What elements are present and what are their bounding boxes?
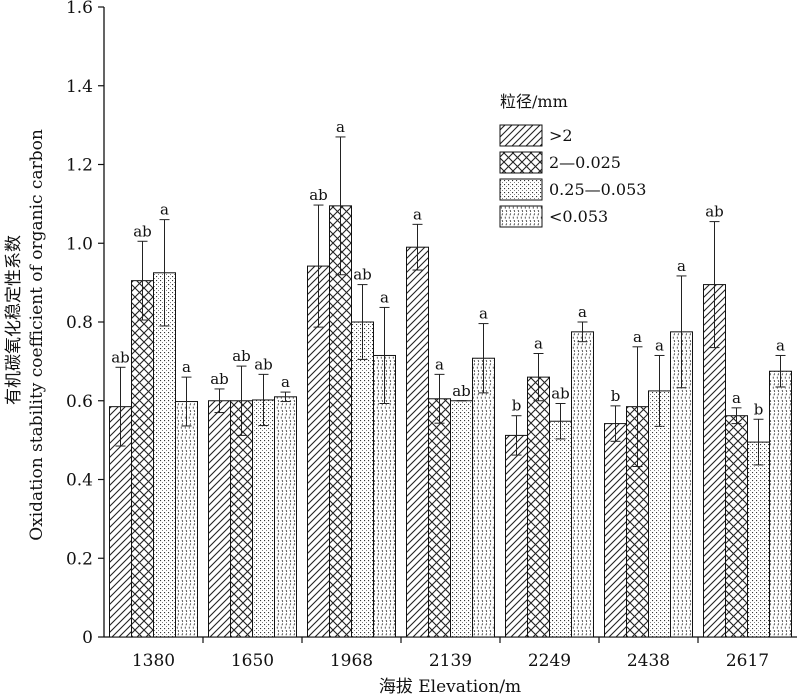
significance-letter: a <box>578 303 587 321</box>
significance-letter: b <box>512 397 522 415</box>
legend-label: 0.25—0.053 <box>549 180 646 199</box>
x-tick-label: 1380 <box>132 651 175 671</box>
y-axis-ticks: 0 0.2 0.4 0.6 0.8 1.0 1.2 1.4 1.6 <box>66 0 104 648</box>
bar <box>747 441 770 638</box>
bar <box>252 399 275 638</box>
bar <box>351 321 374 638</box>
y-axis-title-cn: 有机碳氧化稳定性系数 <box>4 235 24 405</box>
x-tick-label: 1650 <box>231 651 274 671</box>
bar <box>274 396 297 638</box>
x-tick-label: 1968 <box>330 651 373 671</box>
bar <box>131 280 154 638</box>
y-tick-label: 1.4 <box>66 77 93 97</box>
y-tick-label: 0.8 <box>66 313 93 333</box>
significance-letter: a <box>633 328 642 346</box>
legend-label: 2—0.025 <box>549 153 621 172</box>
legend-swatch <box>499 178 543 201</box>
significance-letter: a <box>413 205 422 223</box>
significance-letter: a <box>677 257 686 275</box>
significance-letter: a <box>336 118 345 136</box>
bar <box>604 423 627 638</box>
y-tick-label: 0.6 <box>66 392 93 412</box>
x-tick-label: 2438 <box>627 651 670 671</box>
significance-letter: a <box>776 336 785 354</box>
significance-letter: a <box>534 335 543 353</box>
significance-letter: ab <box>705 203 724 221</box>
legend-label: <0.053 <box>549 207 608 226</box>
significance-letter: b <box>611 387 621 405</box>
bar <box>208 400 231 638</box>
y-tick-label: 1.2 <box>66 156 93 176</box>
significance-letter: b <box>754 400 764 418</box>
x-tick-label: 2617 <box>726 651 769 671</box>
y-tick-label: 0.2 <box>66 549 93 569</box>
legend: 粒径/mm >2 2—0.025 0.25—0.053 <0.053 <box>499 92 646 228</box>
legend-label: >2 <box>549 126 573 145</box>
significance-letter: ab <box>210 370 229 388</box>
bar <box>769 370 792 638</box>
significance-letter: a <box>732 389 741 407</box>
y-axis-title-en: Oxidation stability coefficient of organ… <box>27 129 47 541</box>
bar <box>571 331 594 638</box>
bar <box>648 390 671 638</box>
significance-letter: a <box>281 373 290 391</box>
bar <box>472 357 495 638</box>
x-axis-ticks: 1380 1650 1968 2139 2249 2438 2617 <box>132 637 769 671</box>
bar <box>527 376 550 638</box>
legend-title: 粒径/mm <box>500 92 568 111</box>
significance-letter: a <box>160 201 169 219</box>
legend-swatch <box>499 205 543 228</box>
bar <box>725 415 748 638</box>
significance-letter: ab <box>232 347 251 365</box>
bar <box>406 246 429 638</box>
significance-letter: ab <box>551 385 570 403</box>
y-tick-label: 0 <box>82 628 93 648</box>
significance-letter: ab <box>452 382 471 400</box>
legend-swatch <box>499 151 543 174</box>
significance-letter: ab <box>254 355 273 373</box>
bar <box>549 420 572 638</box>
significance-letter: ab <box>353 266 372 284</box>
y-tick-label: 1.6 <box>66 0 93 18</box>
significance-letter: ab <box>133 222 152 240</box>
significance-letter: a <box>380 288 389 306</box>
significance-letter: ab <box>111 348 130 366</box>
y-tick-label: 0.4 <box>66 471 93 491</box>
significance-letter: a <box>479 305 488 323</box>
significance-letter: a <box>435 355 444 373</box>
x-tick-label: 2139 <box>429 651 472 671</box>
x-axis-title: 海拔 Elevation/m <box>379 677 521 697</box>
bar <box>153 272 176 638</box>
significance-letter: a <box>182 358 191 376</box>
legend-swatch <box>499 124 543 147</box>
x-tick-label: 2249 <box>528 651 571 671</box>
significance-letter: ab <box>309 186 328 204</box>
bar <box>230 400 253 638</box>
significance-letter: a <box>655 336 664 354</box>
bar <box>175 401 198 638</box>
bar <box>450 400 473 638</box>
bar <box>505 434 528 638</box>
y-tick-label: 1.0 <box>66 234 93 254</box>
bar <box>428 398 451 638</box>
